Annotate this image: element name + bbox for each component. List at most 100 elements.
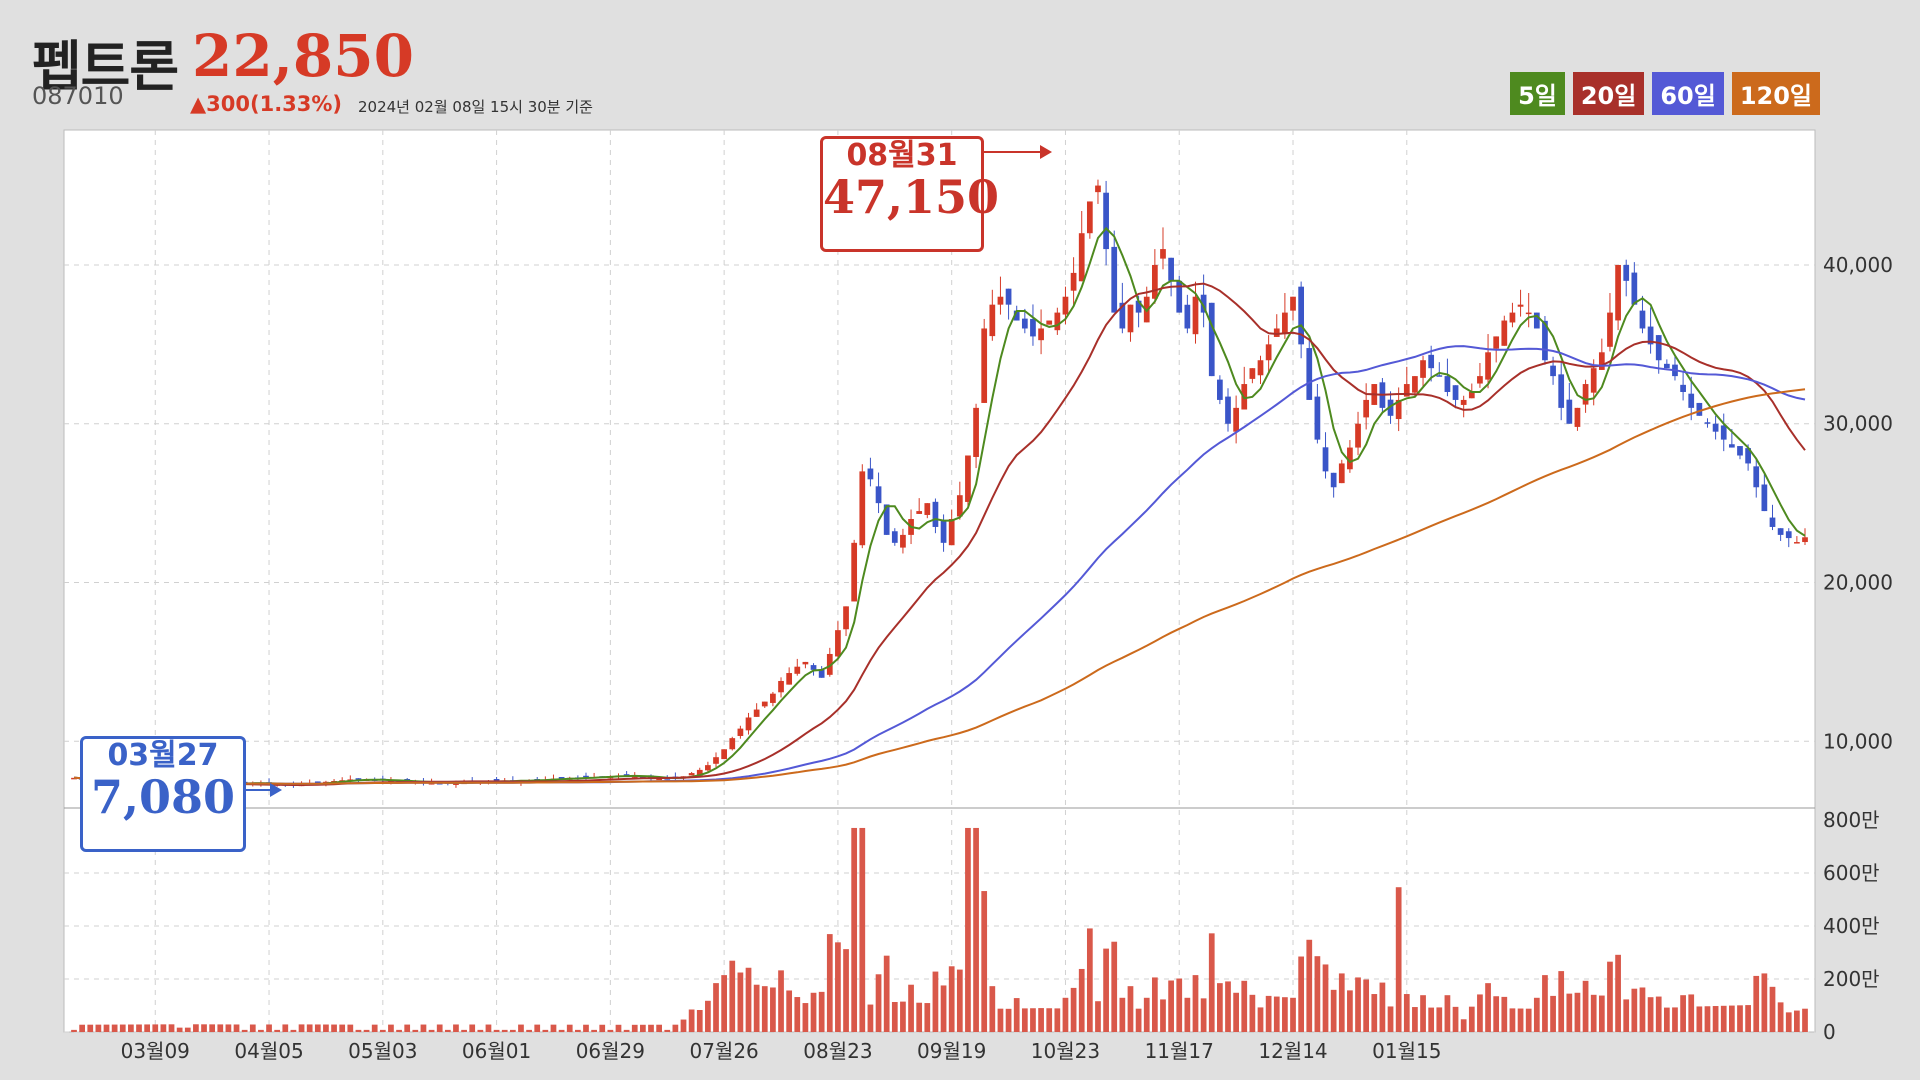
volume-bar	[932, 971, 939, 1032]
volume-bar	[298, 1024, 305, 1032]
candle-body	[1452, 385, 1459, 400]
candle-body	[1574, 407, 1581, 427]
volume-bar	[1794, 1010, 1800, 1032]
volume-bar	[883, 955, 890, 1032]
volume-bar	[1420, 995, 1426, 1032]
candle-body	[1550, 365, 1556, 377]
volume-bar	[1095, 1001, 1101, 1032]
candle-body	[1070, 272, 1077, 291]
candle-body	[1062, 296, 1069, 315]
volume-bar	[1777, 1002, 1784, 1032]
price-change: ▲300(1.33%)	[190, 92, 343, 116]
volume-bar	[233, 1024, 240, 1032]
volume-bar	[1078, 968, 1085, 1032]
volume-tick-label: 400만	[1823, 914, 1880, 938]
candle-body	[1038, 328, 1044, 341]
candle-body	[1777, 528, 1784, 535]
candle-body	[1078, 233, 1085, 282]
volume-bar	[1615, 954, 1621, 1032]
legend-ma20[interactable]: 20일	[1572, 72, 1645, 115]
volume-bar	[111, 1024, 118, 1032]
candle-body	[1631, 272, 1638, 305]
volume-bar	[835, 942, 841, 1032]
price-tick-label: 10,000	[1823, 729, 1893, 753]
volume-bar	[1273, 996, 1280, 1032]
stock-name: 펩트론	[32, 35, 179, 98]
volume-bar	[1338, 973, 1345, 1032]
candle-body	[1298, 286, 1305, 345]
volume-bar	[152, 1024, 159, 1032]
volume-bar	[1477, 994, 1483, 1032]
candle-body	[1745, 448, 1751, 464]
volume-bar	[1590, 994, 1597, 1032]
legend-ma120[interactable]: 120일	[1731, 72, 1820, 115]
volume-bar	[1720, 1005, 1727, 1032]
candle-body	[656, 778, 662, 781]
candle-body	[1647, 326, 1654, 345]
volume-bar	[1062, 997, 1069, 1032]
candle-body	[1095, 185, 1101, 193]
candle-body	[1013, 310, 1020, 321]
price-tick-label: 20,000	[1823, 571, 1893, 595]
volume-bar	[753, 984, 760, 1032]
volume-bar	[241, 1029, 248, 1032]
candle-body	[1558, 374, 1565, 408]
legend-ma60[interactable]: 60일	[1652, 72, 1724, 115]
volume-bar	[680, 1019, 687, 1032]
candle-body	[956, 495, 963, 517]
candle-body	[867, 468, 874, 480]
candle-body	[965, 455, 971, 502]
candle-body	[883, 504, 890, 535]
volume-tick-label: 600만	[1823, 861, 1880, 885]
volume-tick-label: 0	[1823, 1020, 1836, 1044]
candle-body	[835, 630, 841, 657]
volume-bar	[469, 1024, 476, 1032]
volume-bar	[1217, 983, 1223, 1032]
volume-bar	[1151, 977, 1158, 1032]
volume-bar	[1655, 996, 1662, 1032]
volume-bar	[1566, 993, 1573, 1032]
candle-body	[1338, 463, 1345, 484]
volume-tick-label: 200만	[1823, 967, 1880, 991]
volume-bar	[412, 1029, 419, 1032]
legend-ma5[interactable]: 5일	[1510, 72, 1565, 115]
volume-bar	[843, 949, 849, 1032]
volume-bar	[1322, 964, 1329, 1032]
candle-body	[1046, 320, 1053, 325]
volume-bar	[184, 1027, 191, 1032]
candle-body	[1598, 352, 1605, 370]
candle-body	[1663, 363, 1670, 369]
high-arrow-head	[1040, 145, 1052, 159]
volume-bar	[1493, 996, 1500, 1032]
candle-body	[1542, 320, 1548, 361]
volume-bar	[518, 1024, 524, 1032]
volume-bar	[1208, 933, 1215, 1032]
volume-bar	[1460, 1019, 1467, 1032]
volume-bar	[550, 1024, 557, 1032]
volume-bar	[1168, 980, 1174, 1032]
volume-bar	[1355, 977, 1361, 1032]
candle-body	[1468, 391, 1475, 399]
candle-body	[1460, 399, 1467, 405]
volume-bar	[558, 1029, 565, 1032]
candle-body	[997, 296, 1004, 305]
volume-bar	[1550, 995, 1556, 1032]
candle-body	[859, 471, 866, 546]
x-tick-label: 09월19	[917, 1039, 986, 1063]
volume-bar	[1696, 1006, 1703, 1032]
volume-bar	[1761, 973, 1768, 1032]
volume-bar	[193, 1024, 199, 1032]
candle-body	[1737, 446, 1743, 456]
candle-body	[1420, 360, 1426, 378]
volume-bar	[1574, 992, 1581, 1032]
volume-bar	[1688, 994, 1695, 1032]
volume-bar	[900, 1001, 906, 1032]
volume-bar	[794, 997, 801, 1032]
volume-bar	[696, 1010, 703, 1032]
x-tick-label: 10월23	[1031, 1039, 1100, 1063]
candle-body	[1493, 336, 1500, 349]
candle-body	[1769, 517, 1776, 527]
candle-body	[1192, 296, 1199, 335]
volume-bar	[631, 1024, 638, 1032]
